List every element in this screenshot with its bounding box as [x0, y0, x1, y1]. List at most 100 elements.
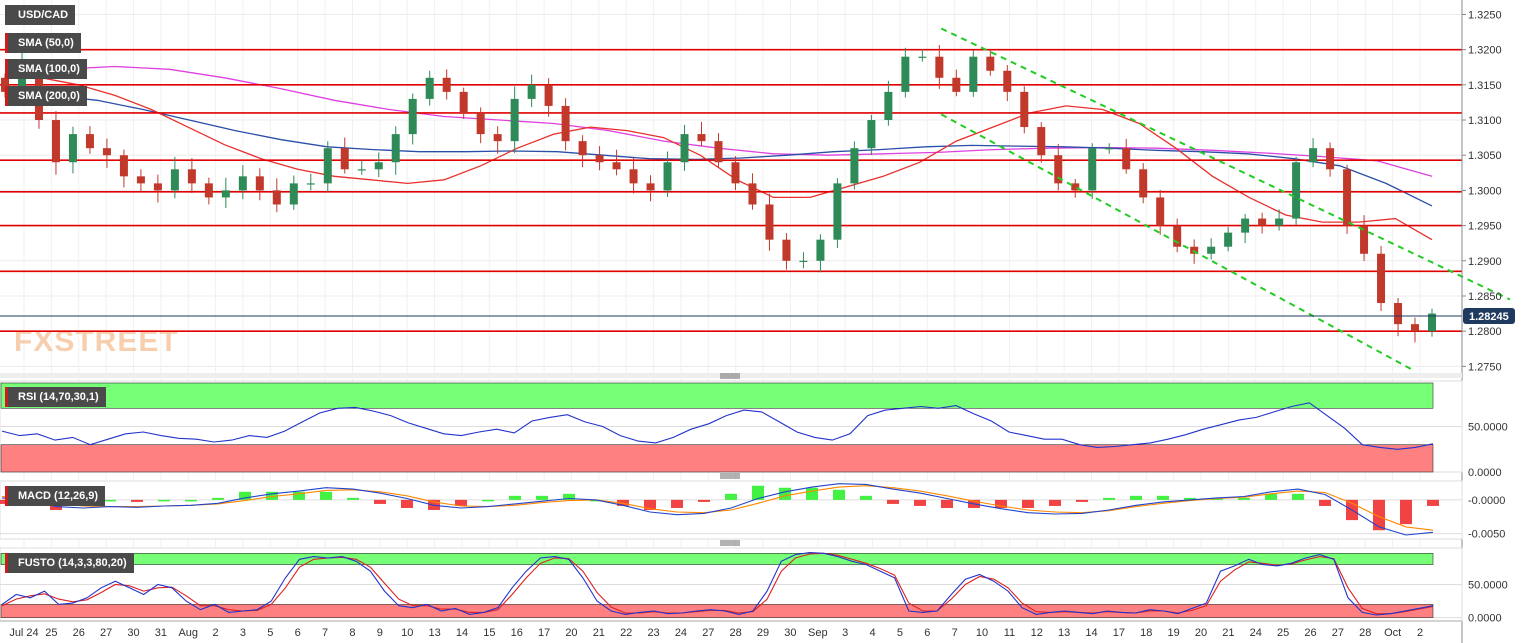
macd-histogram-bar — [104, 499, 116, 502]
candle-body — [918, 56, 927, 58]
x-tick-label: Oct — [1384, 627, 1401, 639]
macd-histogram-bar — [806, 487, 818, 500]
sma200-label[interactable]: SMA (200,0) — [5, 86, 87, 106]
x-tick-label: 28 — [730, 627, 742, 639]
candle-body — [714, 141, 723, 163]
candles — [1, 45, 1436, 343]
candle-body — [391, 134, 400, 163]
candle-body — [833, 183, 842, 240]
x-tick-label: 28 — [1359, 627, 1371, 639]
candle-body — [765, 204, 774, 240]
y-tick-label: 1.3150 — [1468, 80, 1502, 92]
candle-body — [595, 155, 604, 163]
candle-body — [850, 148, 859, 184]
candle-body — [1241, 218, 1250, 233]
candle-body — [85, 134, 94, 149]
macd-histogram-bar — [158, 499, 170, 502]
candle-body — [748, 183, 757, 205]
channel-line — [940, 113, 1414, 371]
x-tick-label: 20 — [565, 627, 577, 639]
macd-histogram-bar — [131, 499, 143, 502]
macd-histogram-bar — [1130, 495, 1142, 500]
macd-histogram-bar — [266, 491, 278, 500]
candle-body — [442, 77, 451, 92]
candle-body — [884, 91, 893, 121]
candle-body — [493, 134, 502, 142]
y-tick-label: 1.2900 — [1468, 256, 1502, 268]
x-tick-label: 6 — [295, 627, 301, 639]
x-tick-label: 7 — [952, 627, 958, 639]
signal-line — [1, 485, 1434, 531]
y-tick-label: -0.0050 — [1468, 529, 1505, 541]
candle-body — [1122, 148, 1131, 170]
candle-body — [170, 169, 179, 191]
x-tick-label: 27 — [1332, 627, 1344, 639]
pane-splitter[interactable] — [720, 540, 740, 546]
sma100-label[interactable]: SMA (100,0) — [5, 59, 87, 79]
macd-histogram-bar — [455, 499, 467, 506]
x-tick-label: 26 — [1304, 627, 1316, 639]
x-tick-label: Sep — [808, 627, 828, 639]
macd-histogram-bar — [644, 499, 656, 510]
macd-histogram-bar — [1103, 497, 1115, 500]
candle-body — [731, 162, 740, 184]
candle-body — [289, 183, 298, 205]
candle-body — [544, 84, 553, 106]
candle-body — [578, 141, 587, 156]
x-tick-label: 13 — [428, 627, 440, 639]
y-tick-label: 50.0000 — [1468, 422, 1508, 434]
sma50-label[interactable]: SMA (50,0) — [5, 33, 81, 53]
candle-body — [272, 190, 281, 205]
candle-body — [1003, 70, 1012, 92]
macd-histogram-bar — [212, 497, 224, 500]
candle-body — [952, 77, 961, 92]
macd-histogram-bar — [563, 493, 575, 500]
fusto-label[interactable]: FUSTO (14,3,3,80,20) — [5, 553, 134, 573]
time-axis: Jul 24 25 26 27 30 31 Aug 2 3 5 6 7 8 9 10 13 14 15 16 17 20… — [0, 620, 1462, 639]
channel-lines — [940, 27, 1511, 371]
macd-label[interactable]: MACD (12,26,9) — [5, 486, 106, 506]
x-tick-label: 17 — [1113, 627, 1125, 639]
macd-histogram-bar — [482, 499, 494, 502]
rsi-label[interactable]: RSI (14,70,30,1) — [5, 387, 106, 407]
macd-histogram-bar — [779, 487, 791, 500]
candle-body — [646, 183, 655, 191]
x-tick-label: 25 — [45, 627, 57, 639]
candle-body — [935, 56, 944, 78]
pane-splitter[interactable] — [0, 373, 1462, 379]
y-tick-label: 50.0000 — [1468, 580, 1508, 592]
current-price-badge: 1.28245 — [1463, 308, 1515, 324]
x-tick-label: 6 — [924, 627, 930, 639]
candle-body — [357, 169, 366, 171]
x-tick-label: 31 — [155, 627, 167, 639]
candle-body — [68, 134, 77, 163]
x-tick-label: 24 — [1250, 627, 1262, 639]
macd-histogram-bar — [185, 499, 197, 502]
candle-body — [1020, 91, 1029, 128]
x-tick-label: 2 — [213, 627, 219, 639]
fusto-pane: 50.0000 0.0000 — [0, 547, 1508, 625]
y-tick-label: 1.3050 — [1468, 150, 1502, 162]
candle-body — [306, 183, 315, 185]
y-tick-label: 0.0000 — [1468, 467, 1502, 479]
rsi-pane: 50.0000 0.0000 — [0, 380, 1508, 479]
fusto-fast-line — [1, 552, 1434, 616]
y-tick-label: 1.2750 — [1468, 361, 1502, 373]
pane-splitter[interactable] — [720, 473, 740, 479]
candle-body — [1207, 246, 1216, 254]
macd-histogram-bar — [1076, 499, 1088, 502]
candle-body — [1071, 183, 1080, 191]
macd-histogram-bar — [509, 495, 521, 500]
macd-histogram-bar — [941, 499, 953, 508]
instrument-label[interactable]: USD/CAD — [5, 5, 76, 25]
x-tick-label: 4 — [869, 627, 875, 639]
candle-body — [1394, 303, 1403, 325]
macd-histogram-bar — [1319, 499, 1331, 506]
macd-histogram-bar — [239, 491, 251, 500]
macd-histogram-bar — [995, 499, 1007, 508]
macd-line — [1, 483, 1434, 536]
candle-body — [1, 77, 9, 92]
candle-body — [680, 134, 689, 163]
macd-histogram-bar — [293, 491, 305, 500]
macd-histogram-bar — [590, 499, 602, 502]
